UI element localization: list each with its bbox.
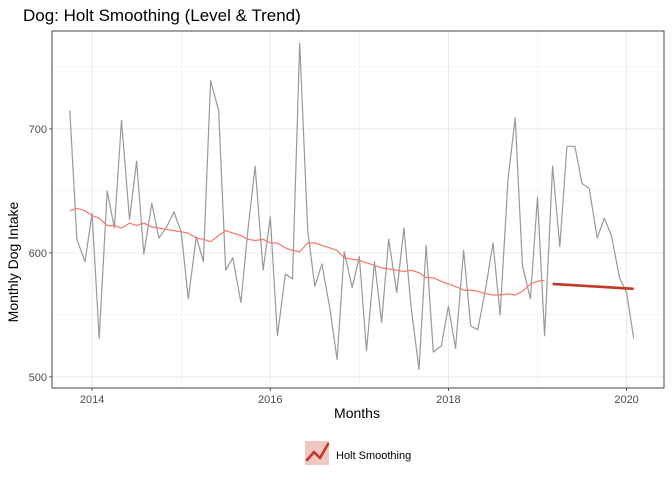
legend-key-line xyxy=(305,442,330,462)
y-tick-label: 600 xyxy=(29,248,47,260)
panel-border xyxy=(51,30,665,389)
actual-intake-line xyxy=(69,42,635,370)
chart-title: Dog: Holt Smoothing (Level & Trend) xyxy=(23,6,301,25)
holt-forecast-line xyxy=(552,282,634,291)
grid-minor xyxy=(52,31,664,388)
legend-key-background xyxy=(305,441,329,465)
legend-label: Holt Smoothing xyxy=(336,450,411,462)
x-tick-label: 2020 xyxy=(614,394,638,406)
y-axis-title: Monthly Dog Intake xyxy=(5,201,21,322)
grid-major xyxy=(52,31,664,388)
x-tick-label: 2014 xyxy=(80,394,104,406)
y-tick-label: 500 xyxy=(29,372,47,384)
x-tick-label: 2016 xyxy=(258,394,282,406)
legend: Holt Smoothing xyxy=(305,441,411,465)
y-tick-label: 700 xyxy=(29,124,47,136)
holt-fitted-line xyxy=(69,207,545,296)
x-axis: 2014 2016 2018 2020 xyxy=(80,388,639,406)
x-tick-label: 2018 xyxy=(436,394,460,406)
plot-area xyxy=(69,42,635,370)
y-axis: 500 600 700 xyxy=(29,124,52,384)
x-axis-title: Months xyxy=(334,405,380,421)
